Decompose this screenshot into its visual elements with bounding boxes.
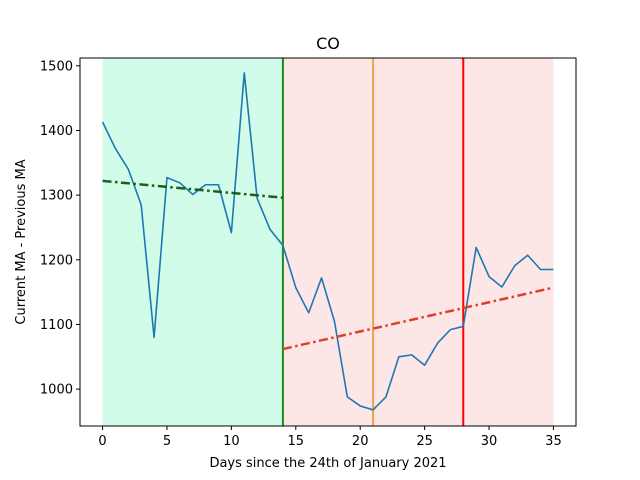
y-axis-label: Current MA - Previous MA <box>14 159 29 324</box>
y-tick-label: 1000 <box>40 383 73 398</box>
x-tick-label: 35 <box>545 434 562 449</box>
plot-frame <box>79 57 577 427</box>
x-axis-ticks: 0 5 10 15 20 25 30 35 <box>98 426 562 449</box>
x-tick-label: 0 <box>98 434 106 449</box>
shaded-region-0 <box>102 58 283 426</box>
data-series <box>101 72 554 411</box>
chart-title: CO <box>316 34 340 53</box>
x-tick-label: 10 <box>223 434 240 449</box>
y-tick-label: 1500 <box>40 59 73 74</box>
trend-lines <box>102 179 554 351</box>
y-axis-ticks: 1000 1100 1200 1300 1400 1500 <box>40 59 80 398</box>
trend-line-0 <box>102 179 284 199</box>
x-tick-label: 30 <box>481 434 498 449</box>
x-tick-label: 5 <box>163 434 171 449</box>
y-tick-label: 1200 <box>40 253 73 268</box>
vertical-markers <box>281 58 465 426</box>
x-tick-label: 20 <box>352 434 369 449</box>
series-line-0 <box>101 72 554 411</box>
shaded-region-1 <box>282 58 554 426</box>
shaded-regions <box>102 58 554 426</box>
x-tick-label: 15 <box>288 434 305 449</box>
x-tick-label: 25 <box>416 434 433 449</box>
x-axis-label: Days since the 24th of January 2021 <box>209 456 446 471</box>
y-tick-label: 1100 <box>40 318 73 333</box>
y-tick-label: 1400 <box>40 124 73 139</box>
y-tick-label: 1300 <box>40 189 73 204</box>
